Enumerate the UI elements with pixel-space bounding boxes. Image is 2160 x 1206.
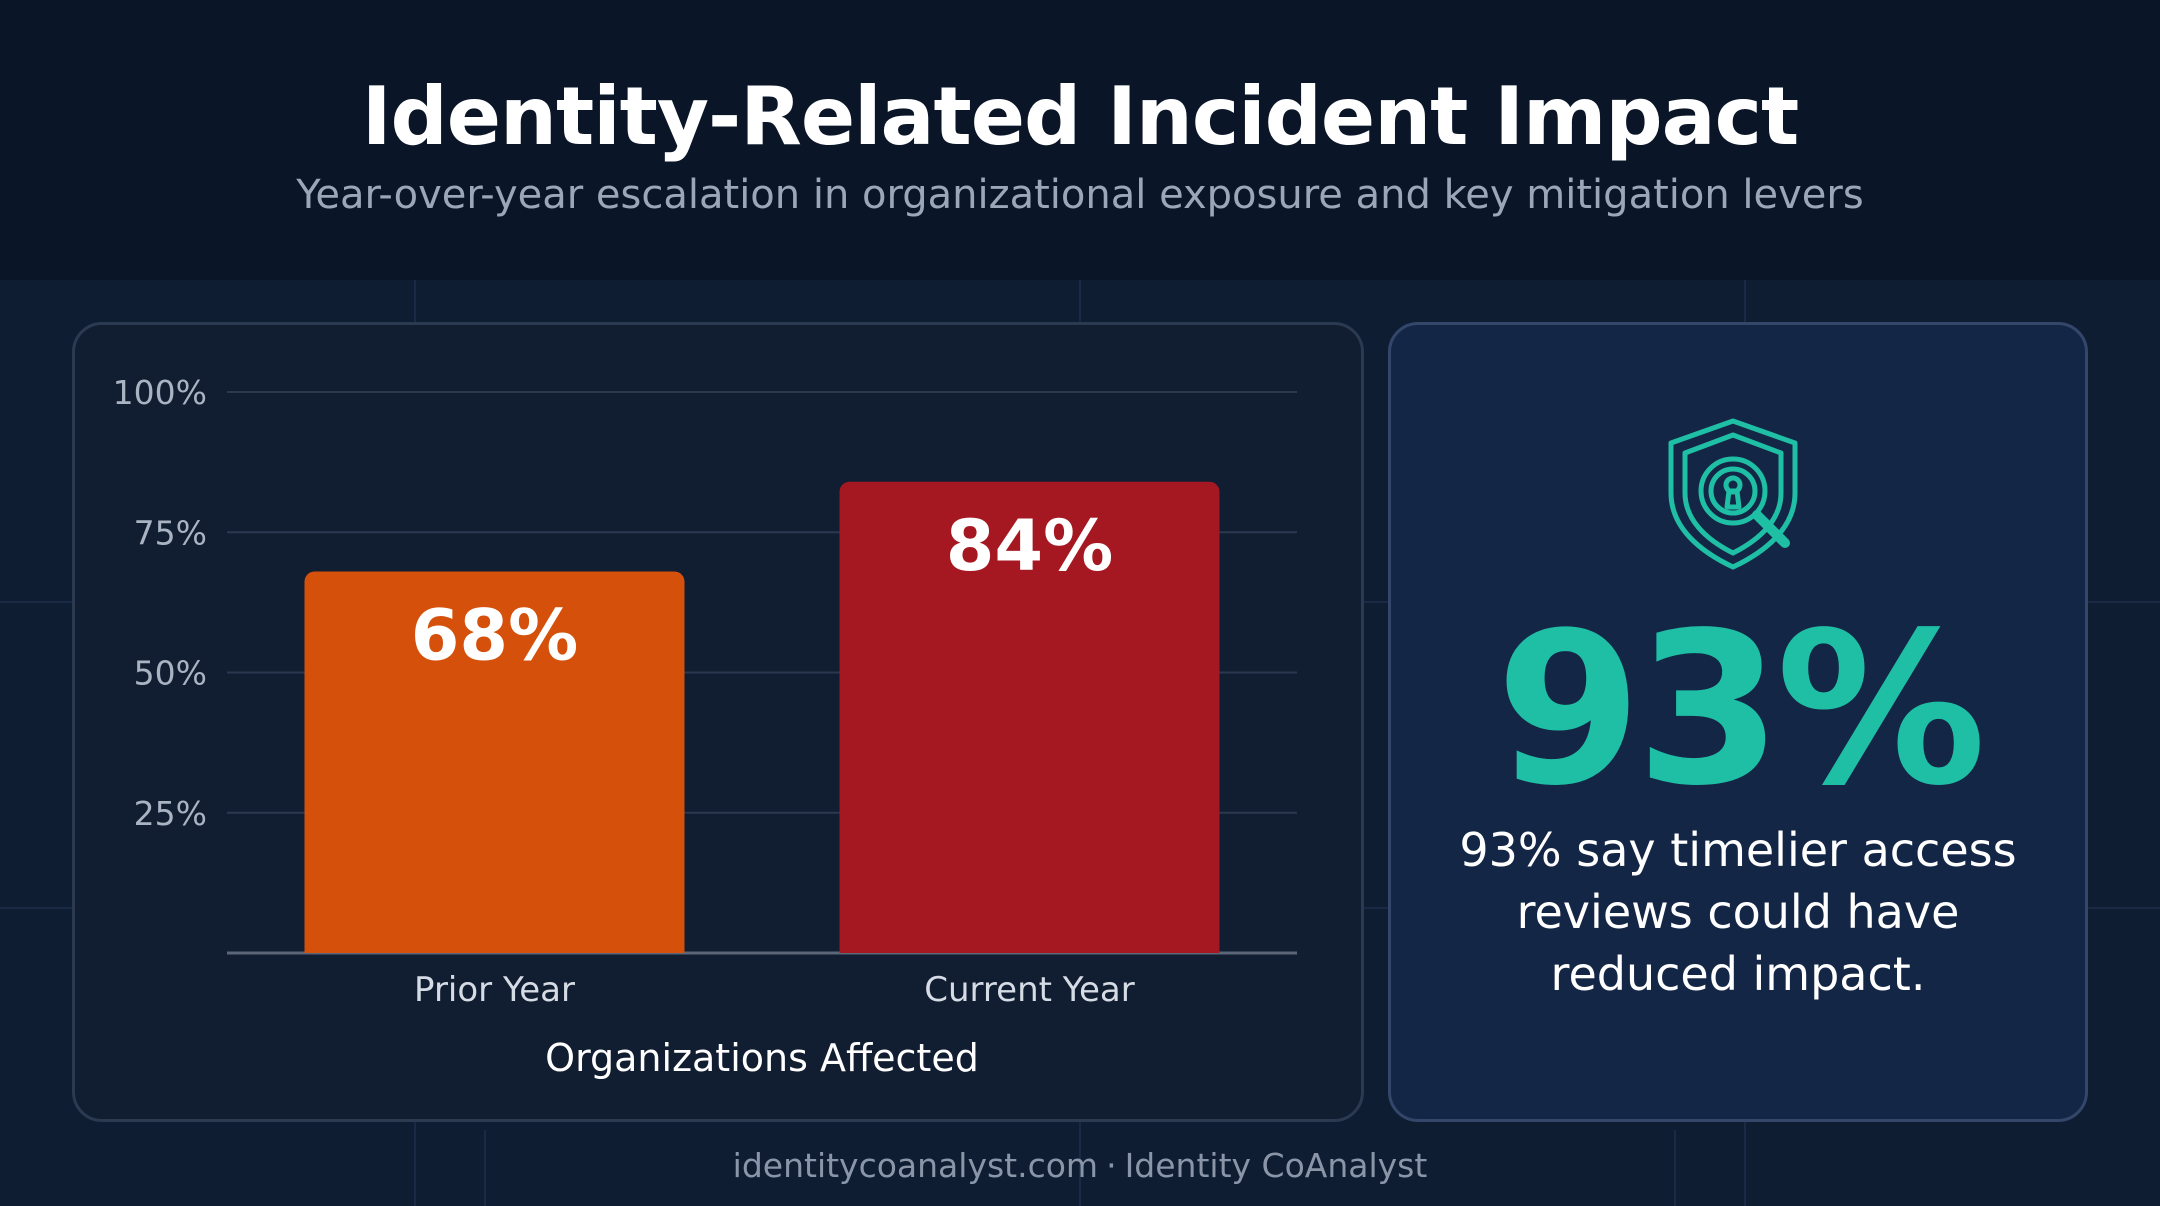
chart-panel: 25% 50% 75% 100% 68% Prior Year 84% Current Yea… <box>72 322 1364 1122</box>
bar <box>839 481 1220 953</box>
y-tick-label: 50% <box>134 654 207 693</box>
bar-value-label: 68% <box>411 595 579 677</box>
shield-search-icon <box>1668 418 1798 570</box>
y-tick-label: 100% <box>113 373 207 412</box>
header-bar: Identity-Related Incident Impact Year-ov… <box>0 0 2160 280</box>
footer-brand: Identity CoAnalyst <box>1124 1146 1428 1185</box>
x-axis-title: Organizations Affected <box>545 1036 979 1080</box>
bar-base <box>304 941 685 953</box>
y-tick-label: 75% <box>134 513 207 552</box>
bar-chart: 25% 50% 75% 100% 68% Prior Year 84% Current Yea… <box>113 373 1297 1080</box>
big-stat-value: 93% <box>1495 587 1987 832</box>
bar-base <box>839 941 1220 953</box>
footer-site: identitycoanalyst.com <box>732 1146 1099 1185</box>
footer-separator: · <box>1106 1146 1117 1185</box>
stat-panel: 93% 93% say timelier access reviews coul… <box>1388 322 2088 1122</box>
x-tick-label: Current Year <box>924 970 1135 1010</box>
page-title: Identity-Related Incident Impact <box>361 70 1800 163</box>
footer: identitycoanalyst.com · Identity CoAnalyst <box>0 1146 2160 1185</box>
y-tick-label: 25% <box>134 794 207 833</box>
bar-value-label: 84% <box>946 505 1114 587</box>
bar <box>304 571 685 953</box>
x-tick-label: Prior Year <box>414 970 575 1010</box>
page-subtitle: Year-over-year escalation in organizatio… <box>296 172 1864 218</box>
stat-caption: 93% say timelier access reviews could ha… <box>1459 823 2017 1001</box>
